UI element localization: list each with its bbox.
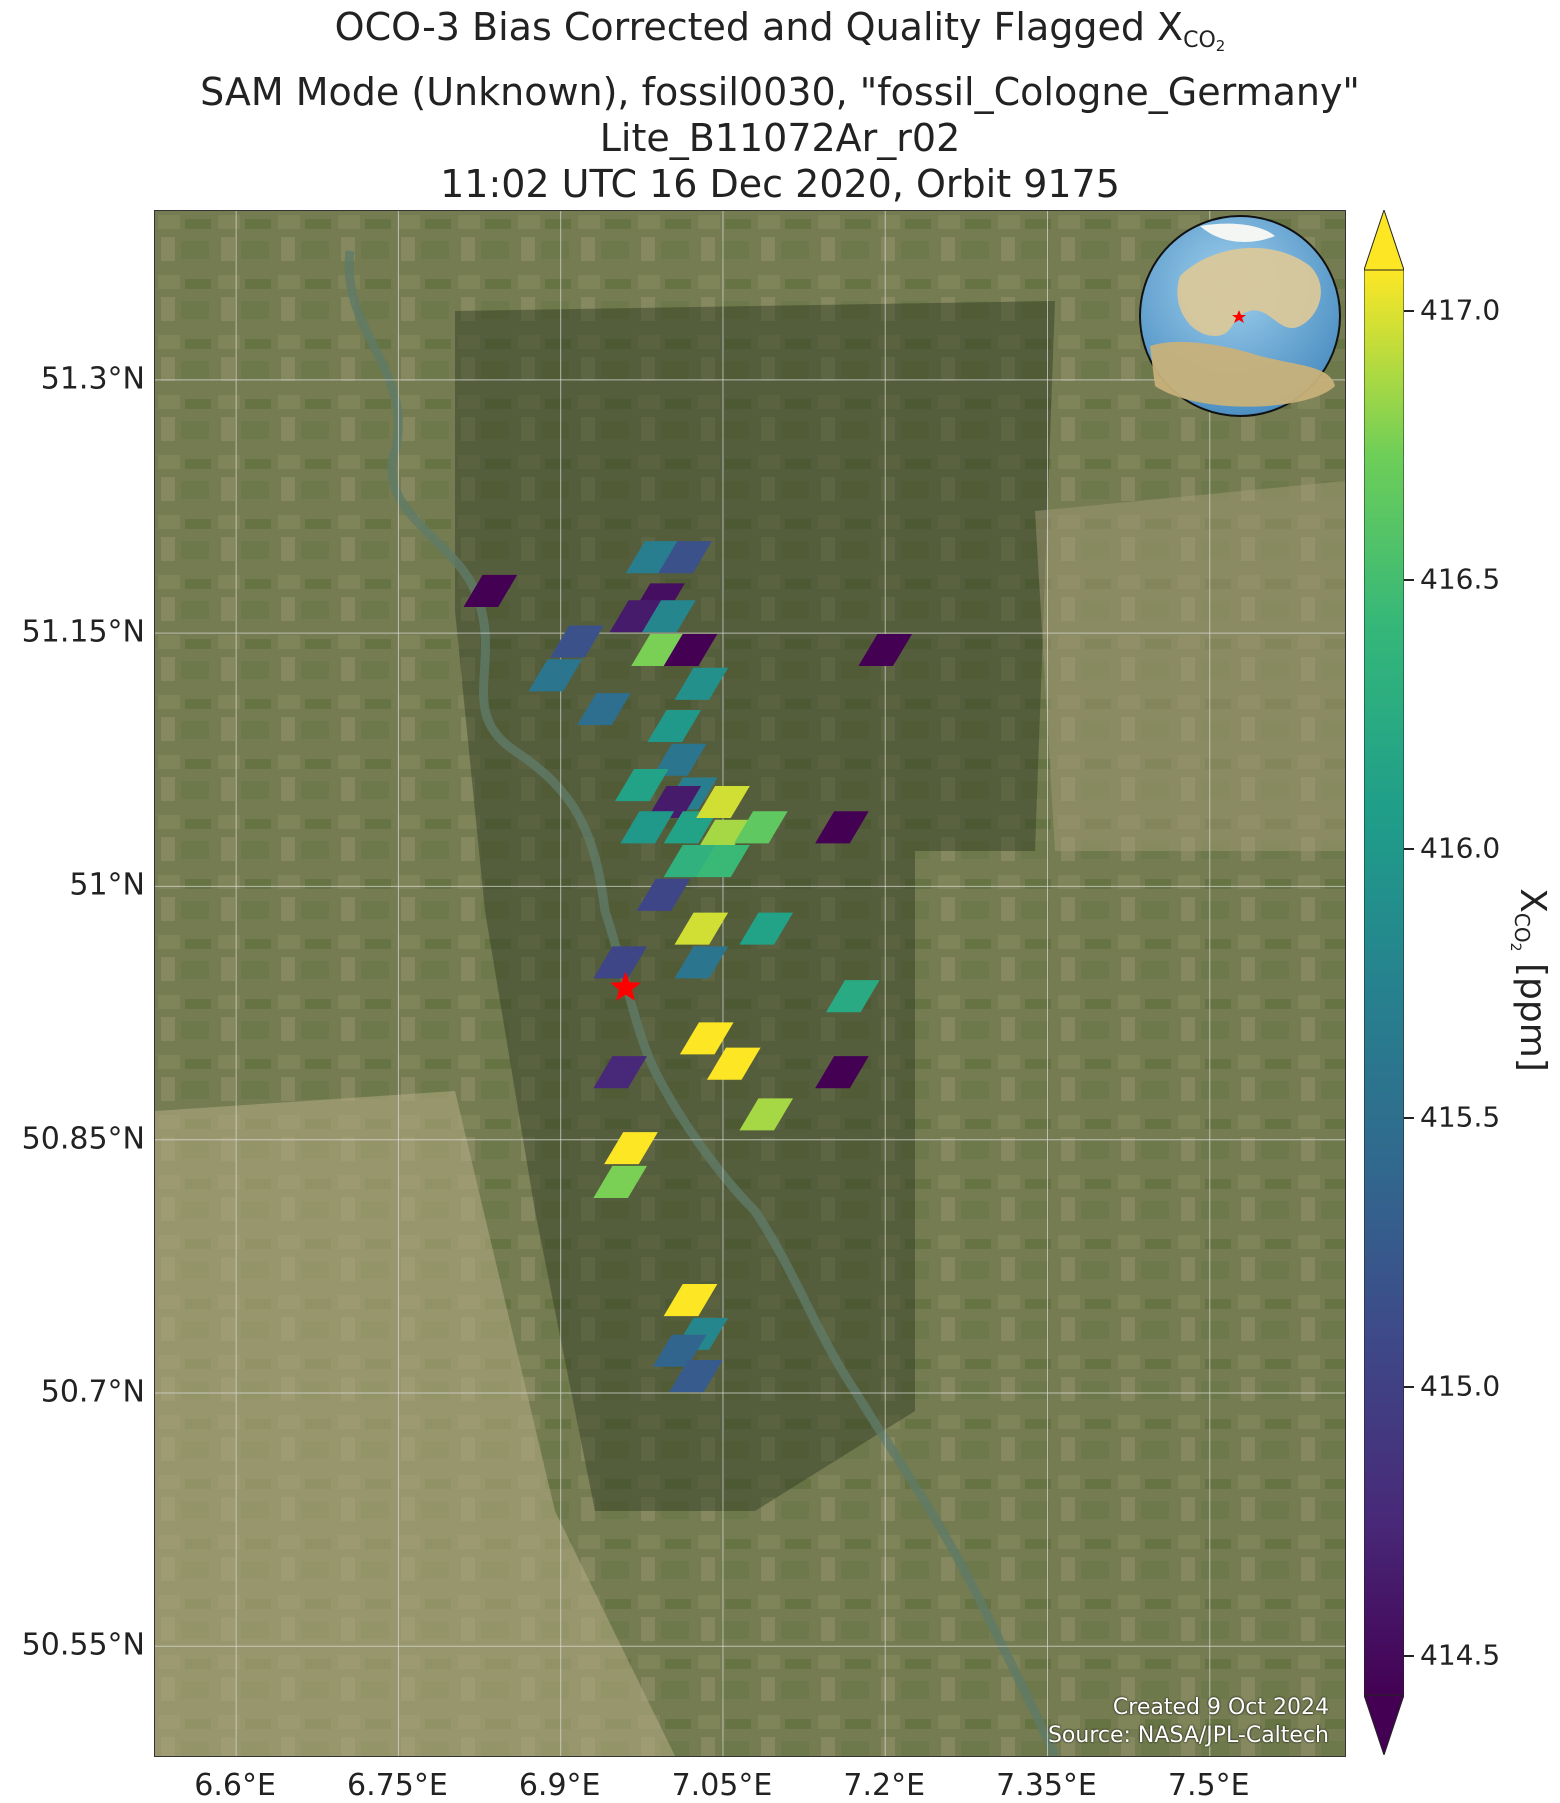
xco2-sounding-footprint [663,845,718,878]
xco2-sounding-footprint [550,625,604,658]
xco2-sounding-footprint [593,1165,648,1198]
colorbar [1364,210,1404,1755]
lat-tick-label: 50.85°N [21,1121,145,1157]
xco2-sounding-footprint [696,819,750,852]
globe-landmass-africa [1150,341,1335,407]
xco2-sounding-footprint [463,574,518,607]
xco2-sounding-footprint [604,1132,658,1165]
farmland-region-east [1035,481,1345,851]
xco2-sounding-footprint [528,659,583,692]
xco2-sounding-footprint [663,633,718,667]
lat-tick-label: 51°N [69,867,145,903]
colorbar-tick-label: 417.0 [1420,293,1501,327]
xco2-sounding-footprint [815,811,869,844]
lon-tick-label: 6.9°E [518,1768,601,1803]
xco2-sounding-footprint [663,811,718,844]
gridlines [155,211,1345,1756]
colorbar-title: XCO2 [ppm] [1507,888,1553,1072]
figure-title: OCO-3 Bias Corrected and Quality Flagged… [0,4,1560,207]
colorbar-tick-label: 415.5 [1420,1100,1501,1134]
colorbar-max-extend [1364,210,1404,271]
map-panel[interactable]: Created 9 Oct 2024 Source: NASA/JPL-Calt… [154,210,1346,1757]
lon-tick-label: 6.75°E [347,1768,448,1803]
xco2-sounding-footprint [733,811,788,844]
colorbar-tick-mark [1404,310,1414,312]
map-canvas[interactable] [155,211,1345,1756]
xco2-sounding-footprint [739,1098,794,1131]
xco2-sounding-footprint [674,946,729,979]
xco2-sounding-footprint [614,769,669,802]
xco2-sounding-footprint [636,878,691,911]
globe-ice [1200,223,1275,242]
xco2-sounding-footprint [642,600,696,633]
site-marker-layer [610,971,641,1001]
title-line-3: Lite_B11072Ar_r02 [599,116,961,160]
colorbar-tick-mark [1404,1655,1414,1657]
colorbar-tick-mark [1404,1386,1414,1388]
xco2-sounding-footprint [620,811,675,844]
lat-tick-label: 51.3°N [40,361,145,397]
lon-tick-label: 7.35°E [996,1768,1097,1803]
star-icon [610,971,641,1001]
xco2-sounding-footprint [658,541,712,574]
lat-tick-label: 50.55°N [21,1627,145,1663]
lon-tick-label: 7.2°E [843,1768,926,1803]
credits: Created 9 Oct 2024 Source: NASA/JPL-Calt… [1048,1694,1329,1750]
xco2-sounding-footprint [696,785,750,819]
colorbar-tick-mark [1404,579,1414,581]
colorbar-tick-label: 415.0 [1420,1369,1501,1403]
xco2-sounding-footprint [577,693,631,726]
globe-landmass-europe [1177,247,1321,336]
colorbar-tick-label: 416.5 [1420,562,1501,596]
xco2-sounding-footprint [593,946,648,979]
xco2-sounding-footprint [669,1360,723,1393]
xco2-sounding-footprint [674,912,729,945]
xco2-sounding-footprint [679,1022,734,1055]
xco2-sounding-footprint [609,600,664,633]
globe-site-star-icon [1232,310,1246,323]
xco2-sounding-footprint [631,633,685,667]
colorbar-tick-mark [1404,1117,1414,1119]
lon-tick-label: 7.05°E [671,1768,773,1803]
xco2-sounding-footprint [674,667,729,700]
colorbar-tick-mark [1404,848,1414,850]
xco2-sounding-footprint [652,1334,707,1367]
credits-created: Created 9 Oct 2024 [1112,1695,1329,1720]
lat-tick-label: 50.7°N [40,1374,145,1410]
xco2-sounding-footprint [647,709,702,743]
xco2-sounding-footprint [647,785,702,819]
title-line-1: OCO-3 Bias Corrected and Quality Flagged… [334,5,1226,55]
farmland-region [155,1091,675,1756]
xco2-sounding-footprint [696,845,750,878]
xco2-sounding-footprint [858,633,913,667]
title-line-2: SAM Mode (Unknown), fossil0030, "fossil_… [200,70,1360,114]
xco2-sounding-footprint [652,743,707,776]
xco2-sounding-footprint [815,1056,869,1089]
lon-tick-label: 7.5°E [1167,1768,1250,1803]
colorbar-gradient [1364,269,1404,1696]
lon-tick-label: 6.6°E [194,1768,276,1803]
colorbar-min-extend [1364,1694,1404,1755]
xco2-sounding-footprint [663,1284,718,1317]
credits-source: Source: NASA/JPL-Caltech [1047,1723,1329,1748]
colorbar-tick-label: 416.0 [1420,831,1501,865]
colorbar-tick-label: 414.5 [1420,1638,1501,1672]
xco2-sounding-footprint [593,1056,648,1089]
title-line-4: 11:02 UTC 16 Dec 2020, Orbit 9175 [440,162,1120,206]
xco2-sounding-footprint [625,541,680,574]
xco2-sounding-footprint [825,980,880,1013]
inset-globe [1139,215,1341,417]
xco2-sounding-footprint [706,1047,761,1080]
forest-region [455,301,1055,1511]
xco2-soundings [463,541,913,1393]
xco2-sounding-footprint [739,912,794,945]
lat-tick-label: 51.15°N [21,614,145,650]
